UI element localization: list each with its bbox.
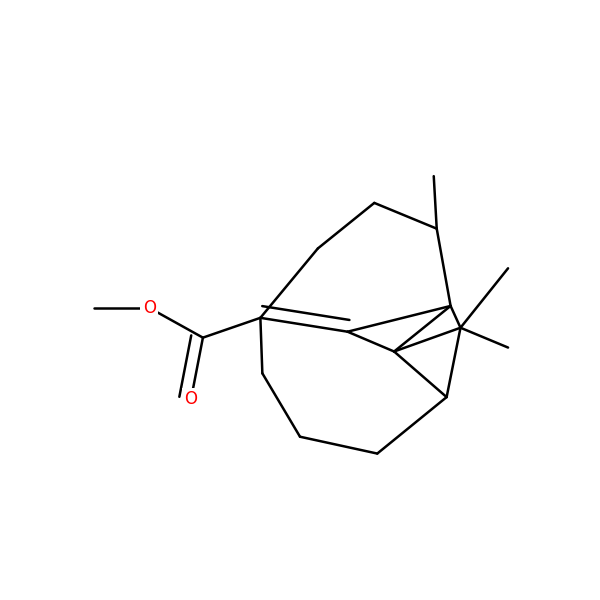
Text: O: O bbox=[185, 390, 197, 408]
Text: O: O bbox=[143, 299, 156, 317]
